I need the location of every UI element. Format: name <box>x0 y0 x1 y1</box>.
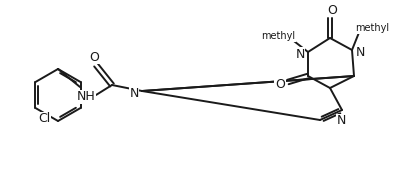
Text: N: N <box>355 46 365 58</box>
Text: methyl: methyl <box>261 31 295 41</box>
Text: Cl: Cl <box>38 112 50 126</box>
Text: O: O <box>275 78 285 90</box>
Text: N: N <box>295 47 305 61</box>
Text: O: O <box>89 51 99 63</box>
Text: NH: NH <box>77 90 95 104</box>
Text: N: N <box>336 115 346 127</box>
Text: N: N <box>129 87 139 99</box>
Text: methyl: methyl <box>355 23 389 33</box>
Text: O: O <box>327 3 337 17</box>
